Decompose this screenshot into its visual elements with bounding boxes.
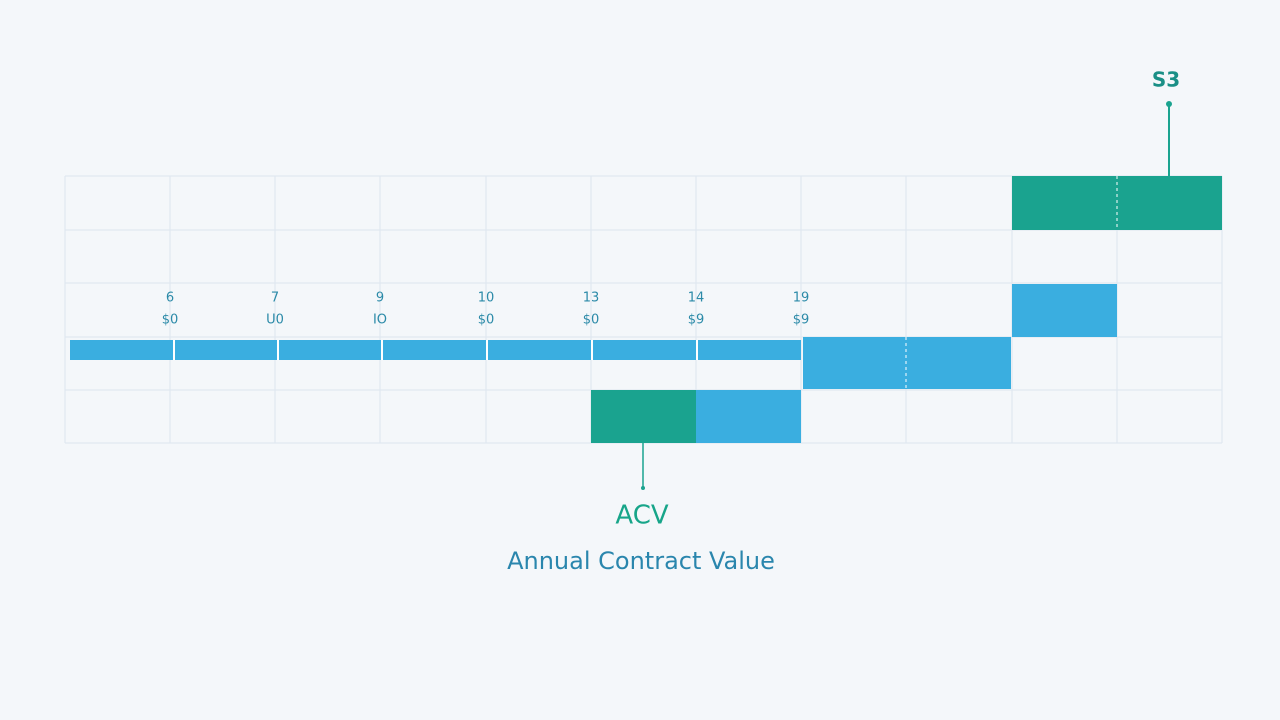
column-label-bottom: $0 xyxy=(583,313,600,328)
column-label-bottom: U0 xyxy=(266,313,284,328)
caption-abbr: ACV xyxy=(615,501,668,531)
blue-block xyxy=(696,390,801,443)
bar-strip xyxy=(70,340,801,360)
caption-full: Annual Contract Value xyxy=(507,547,775,575)
column-label-bottom: $9 xyxy=(793,313,810,328)
column-label-bottom: $0 xyxy=(478,313,495,328)
column-label-bottom: $9 xyxy=(688,313,705,328)
column-label-top: 10 xyxy=(478,291,495,306)
column-label-top: 7 xyxy=(271,291,279,306)
column-label-bottom: $0 xyxy=(162,313,179,328)
marker-label: S3 xyxy=(1152,68,1180,92)
column-label-top: 14 xyxy=(688,291,705,306)
blue-block xyxy=(803,337,1011,389)
caption-dot xyxy=(641,486,645,490)
marker-dot xyxy=(1166,101,1172,107)
column-label-top: 13 xyxy=(583,291,600,306)
column-label-top: 6 xyxy=(166,291,174,306)
column-label-top: 19 xyxy=(793,291,810,306)
blue-block xyxy=(1012,284,1117,337)
column-label-top: 9 xyxy=(376,291,384,306)
column-label-bottom: IO xyxy=(373,313,387,328)
column-labels: 6 $0 7 U0 9 IO 10 $0 13 $0 14 $9 19 $9 xyxy=(162,291,810,328)
teal-block xyxy=(591,390,696,443)
strip-dividers xyxy=(173,340,698,360)
